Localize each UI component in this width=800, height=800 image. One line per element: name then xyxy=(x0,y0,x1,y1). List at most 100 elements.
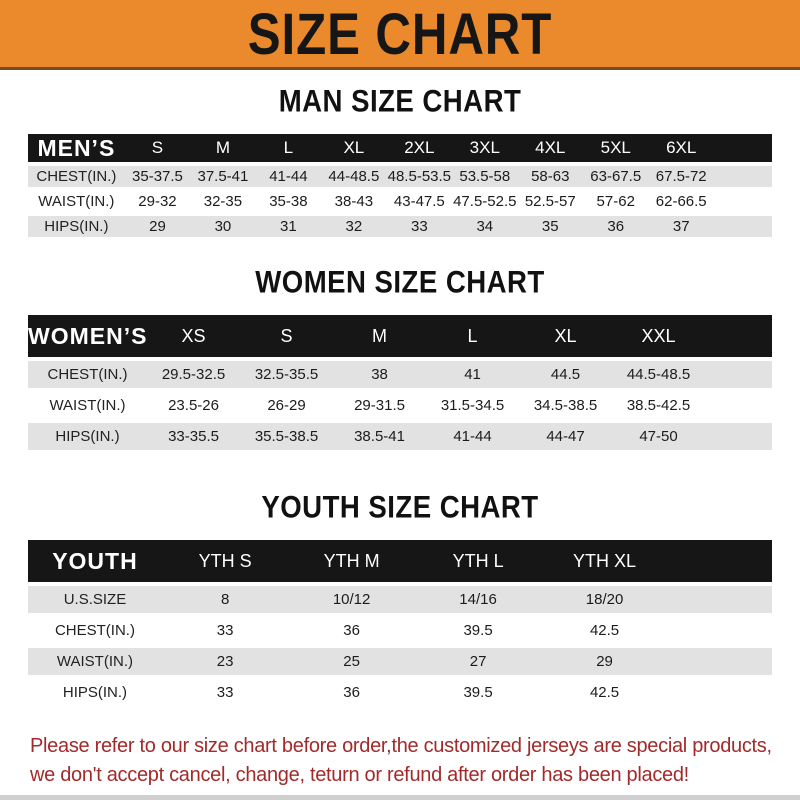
size-value: 62-66.5 xyxy=(655,193,707,210)
size-value: 31.5-34.5 xyxy=(440,397,505,414)
size-value: 47-50 xyxy=(612,423,706,450)
size-value: 8 xyxy=(161,586,289,613)
size-value: 53.5-58 xyxy=(452,166,518,187)
size-value: 38-43 xyxy=(334,193,374,210)
size-value: 33 xyxy=(216,684,234,701)
size-value: 29 xyxy=(541,648,668,675)
spacer-cell xyxy=(705,315,772,357)
size-value: 38.5-42.5 xyxy=(626,397,691,414)
size-column-header: YTH M xyxy=(288,540,415,582)
size-value: 34.5-38.5 xyxy=(533,397,598,414)
table-row: HIPS(IN.) 33-35.5 35.5-38.5 38.5-41 41-44 44-… xyxy=(28,423,772,450)
size-column-header: L xyxy=(426,315,520,357)
page-title: SIZE CHART xyxy=(247,0,553,66)
banner: SIZE CHART xyxy=(0,0,800,70)
size-value: 38 xyxy=(333,361,427,388)
spacer-cell xyxy=(713,166,772,187)
size-value: 41 xyxy=(426,361,520,388)
size-value: 29-31.5 xyxy=(354,397,405,414)
size-value: 37.5-41 xyxy=(190,166,256,187)
measurement-label: HIPS(IN.) xyxy=(28,423,148,450)
size-value: 42.5 xyxy=(589,684,620,701)
women-section-heading: WOMEN SIZE CHART xyxy=(255,264,545,300)
size-value: 32-35 xyxy=(203,193,243,210)
size-column-header: 6XL xyxy=(648,134,714,162)
size-value: 67.5-72 xyxy=(648,166,714,187)
table-row: WAIST(IN.) 23.5-26 26-29 29-31.5 31.5-34.5 34… xyxy=(28,392,772,419)
size-value: 23 xyxy=(161,648,289,675)
size-column-header: YTH XL xyxy=(541,540,668,582)
men-header-row: MEN’S S M L XL 2XL 3XL 4XL 5XL 6XL xyxy=(28,134,772,162)
size-value: 33 xyxy=(216,622,234,639)
size-value: 29-32 xyxy=(138,193,177,210)
table-row: WAIST(IN.) 29-32 32-35 35-38 38-43 43-47.5 47.… xyxy=(28,191,772,212)
size-value: 35-38 xyxy=(269,193,308,210)
size-column-header: M xyxy=(190,134,256,162)
measurement-label: CHEST(IN.) xyxy=(28,361,148,388)
size-value: 30 xyxy=(190,216,256,237)
size-column-header: 3XL xyxy=(452,134,518,162)
youth-size-chart-section: YOUTH SIZE CHART YOUTH YTH S YTH M YTH L YTH… xyxy=(28,490,772,710)
size-value: 41-44 xyxy=(426,423,520,450)
size-column-header: 5XL xyxy=(583,134,649,162)
spacer-cell xyxy=(668,679,772,706)
size-column-header: 4XL xyxy=(517,134,583,162)
spacer-cell xyxy=(667,586,772,613)
women-group-label: WOMEN’S xyxy=(28,315,148,357)
size-value: 33 xyxy=(386,216,453,237)
content: MAN SIZE CHART MEN’S S M L XL 2XL 3XL 4XL 5XL 6XL… xyxy=(28,84,772,790)
size-column-header: M xyxy=(333,315,427,357)
measurement-label: WAIST(IN.) xyxy=(38,193,115,210)
size-value: 35-37.5 xyxy=(124,166,191,187)
size-value: 42.5 xyxy=(589,622,620,639)
size-value: 44.5 xyxy=(519,361,613,388)
size-value: 32 xyxy=(321,216,387,237)
size-value: 33-35.5 xyxy=(147,423,241,450)
size-value: 32.5-35.5 xyxy=(240,361,334,388)
spacer-cell xyxy=(713,134,772,162)
size-value: 26-29 xyxy=(267,397,306,414)
size-value: 35.5-38.5 xyxy=(240,423,334,450)
disclaimer-line-2: we don't accept cancel, change, teturn o… xyxy=(30,764,689,786)
spacer-cell xyxy=(705,392,772,419)
table-row: HIPS(IN.) 33 36 39.5 42.5 xyxy=(28,679,772,706)
size-column-header: L xyxy=(255,134,322,162)
table-row: CHEST(IN.) 33 36 39.5 42.5 xyxy=(28,617,772,644)
size-value: 31 xyxy=(255,216,322,237)
size-value: 35 xyxy=(517,216,583,237)
size-value: 44-47 xyxy=(519,423,613,450)
disclaimer-line-1: Please refer to our size chart before or… xyxy=(30,735,772,757)
size-value: 23.5-26 xyxy=(168,397,219,414)
measurement-label: WAIST(IN.) xyxy=(49,397,126,414)
size-value: 29.5-32.5 xyxy=(147,361,241,388)
men-size-chart-section: MAN SIZE CHART MEN’S S M L XL 2XL 3XL 4XL 5XL 6XL… xyxy=(28,84,772,241)
size-column-header: YTH L xyxy=(414,540,542,582)
size-value: 39.5 xyxy=(463,622,493,639)
size-value: 27 xyxy=(414,648,542,675)
size-value: 43-47.5 xyxy=(393,193,445,210)
size-column-header: S xyxy=(124,134,191,162)
size-value: 36 xyxy=(343,622,360,639)
table-row: HIPS(IN.) 29 30 31 32 33 34 35 36 37 xyxy=(28,216,772,237)
size-value: 36 xyxy=(583,216,649,237)
size-column-header: XS xyxy=(147,315,241,357)
size-value: 14/16 xyxy=(414,586,542,613)
size-value: 34 xyxy=(452,216,518,237)
spacer-cell xyxy=(714,191,772,212)
men-group-label: MEN’S xyxy=(28,134,125,162)
size-value: 57-62 xyxy=(596,193,635,210)
spacer-cell xyxy=(668,617,772,644)
table-row: WAIST(IN.) 23 25 27 29 xyxy=(28,648,772,675)
size-value: 36 xyxy=(343,684,360,701)
youth-section-heading: YOUTH SIZE CHART xyxy=(261,489,539,525)
women-size-chart-section: WOMEN SIZE CHART WOMEN’S XS S M L XL XXL CHEST(… xyxy=(28,265,772,454)
spacer-cell xyxy=(667,648,772,675)
spacer-cell xyxy=(667,540,772,582)
size-value: 18/20 xyxy=(541,586,668,613)
size-value: 48.5-53.5 xyxy=(386,166,453,187)
table-row: U.S.SIZE 8 10/12 14/16 18/20 xyxy=(28,586,772,613)
size-column-header: XXL xyxy=(612,315,706,357)
measurement-label: CHEST(IN.) xyxy=(54,622,135,639)
size-value: 63-67.5 xyxy=(583,166,649,187)
